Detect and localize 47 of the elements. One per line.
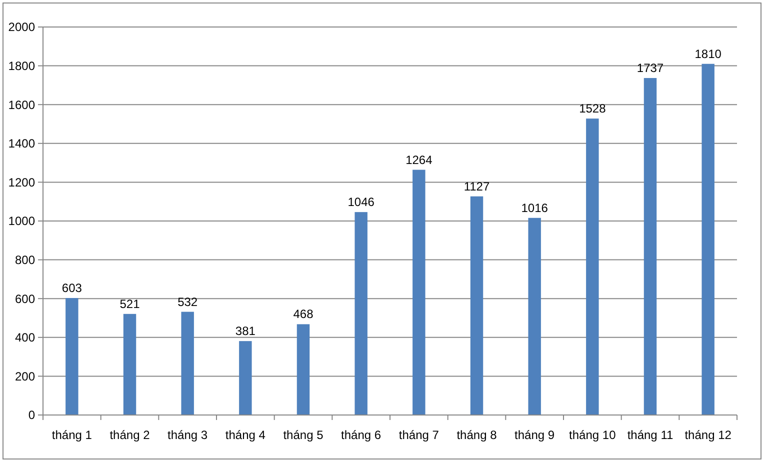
- bar: [354, 212, 368, 415]
- data-label: 532: [178, 294, 198, 309]
- y-tick-label: 0: [28, 408, 36, 422]
- bar: [644, 78, 657, 415]
- x-tick-label: tháng 12: [684, 428, 732, 442]
- y-tick-label: 1800: [8, 59, 36, 73]
- y-tick-label: 1200: [8, 175, 36, 190]
- data-label: 1046: [348, 195, 375, 210]
- y-tick-label: 1000: [8, 214, 36, 228]
- x-tick-label: tháng 7: [398, 428, 440, 442]
- bar: [702, 64, 714, 415]
- y-tick-label: 400: [14, 330, 36, 345]
- x-tick-label: tháng 1: [52, 428, 92, 442]
- x-tick-label: tháng 10: [569, 428, 616, 442]
- y-tick-label: 2000: [8, 20, 36, 34]
- y-tick-label: 200: [14, 369, 36, 384]
- bar: [239, 341, 252, 415]
- data-label: 603: [62, 281, 82, 296]
- bar: [528, 218, 541, 415]
- bar: [296, 324, 310, 415]
- y-tick-label: 1600: [8, 98, 36, 112]
- data-label: 1016: [521, 200, 548, 215]
- data-label: 1264: [406, 152, 433, 167]
- data-label: 1127: [464, 179, 490, 194]
- bar: [123, 314, 136, 415]
- x-tick-label: tháng 3: [168, 428, 208, 442]
- bar: [470, 196, 484, 415]
- y-tick-label: 800: [14, 253, 36, 267]
- bar: [586, 118, 599, 415]
- data-label: 1528: [579, 102, 606, 116]
- y-tick-label: 600: [14, 292, 36, 306]
- x-tick-label: tháng 11: [627, 428, 674, 442]
- bar: [412, 170, 426, 415]
- x-tick-label: tháng 9: [514, 428, 555, 442]
- data-label: 381: [235, 324, 256, 338]
- data-label: 521: [120, 296, 140, 311]
- bar: [181, 312, 194, 415]
- data-label: 1810: [694, 46, 722, 61]
- x-tick-label: tháng 5: [283, 428, 324, 442]
- x-tick-label: tháng 4: [225, 428, 266, 442]
- x-tick-label: tháng 8: [456, 428, 498, 442]
- x-tick-label: tháng 6: [341, 428, 382, 442]
- data-label: 468: [293, 307, 314, 322]
- bar: [66, 298, 78, 415]
- y-tick-label: 1400: [8, 136, 36, 151]
- data-label: 1737: [636, 61, 664, 76]
- x-tick-label: tháng 2: [110, 428, 150, 442]
